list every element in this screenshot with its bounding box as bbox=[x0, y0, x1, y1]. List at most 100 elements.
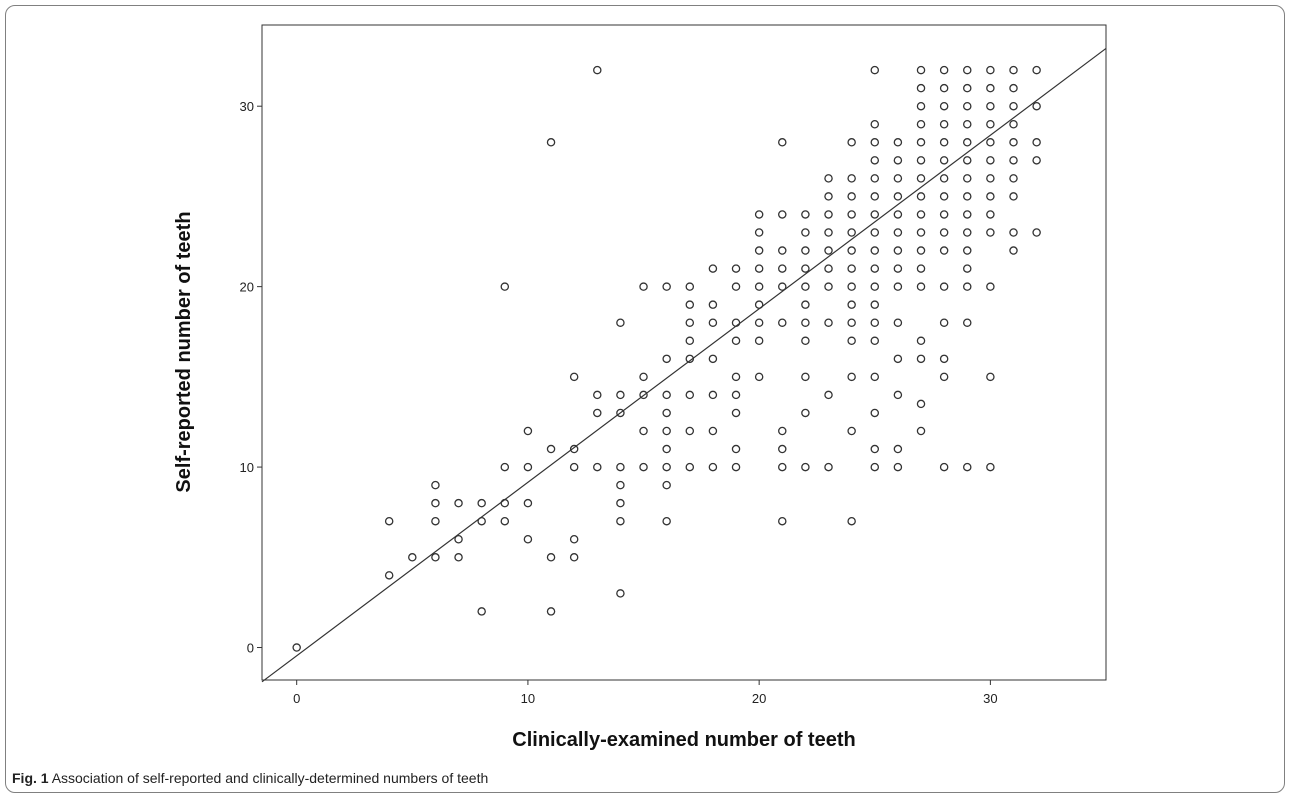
data-point bbox=[708, 354, 718, 364]
data-point bbox=[801, 264, 810, 273]
data-point bbox=[454, 498, 463, 508]
data-point bbox=[801, 462, 810, 472]
data-point bbox=[1032, 138, 1041, 147]
data-point bbox=[731, 390, 741, 400]
data-point bbox=[986, 174, 995, 183]
figure-caption: Fig. 1 Association of self-reported and … bbox=[12, 770, 1272, 786]
x-axis: 0 10 20 30 bbox=[293, 680, 998, 706]
data-point bbox=[731, 462, 741, 472]
data-point bbox=[523, 426, 533, 436]
data-point bbox=[893, 444, 903, 454]
data-point bbox=[477, 607, 486, 616]
data-point bbox=[939, 65, 949, 75]
data-point bbox=[801, 282, 810, 291]
data-point bbox=[754, 246, 764, 255]
data-point bbox=[593, 462, 602, 472]
data-point bbox=[1009, 192, 1018, 201]
data-point bbox=[893, 228, 903, 237]
data-point bbox=[963, 318, 972, 327]
figure-label: Fig. 1 bbox=[12, 770, 49, 786]
data-point bbox=[986, 372, 995, 382]
data-point bbox=[662, 408, 671, 418]
data-point bbox=[870, 119, 880, 129]
data-point bbox=[963, 246, 972, 255]
data-point bbox=[939, 192, 949, 201]
data-point bbox=[916, 119, 926, 129]
data-point bbox=[893, 246, 903, 255]
data-point bbox=[893, 390, 903, 400]
data-point bbox=[939, 210, 949, 219]
data-point bbox=[708, 462, 718, 472]
data-point bbox=[1009, 83, 1018, 93]
data-point bbox=[616, 390, 625, 400]
x-tick-label: 30 bbox=[983, 691, 997, 706]
data-point bbox=[870, 246, 880, 255]
data-point bbox=[616, 516, 625, 526]
data-point bbox=[916, 354, 926, 364]
data-point bbox=[1032, 65, 1041, 75]
data-point bbox=[1009, 65, 1018, 75]
data-point bbox=[500, 516, 510, 526]
data-point bbox=[916, 101, 926, 111]
data-point bbox=[408, 553, 417, 562]
data-point bbox=[708, 300, 718, 309]
data-point bbox=[893, 282, 903, 291]
data-point bbox=[870, 282, 880, 291]
data-point bbox=[847, 300, 856, 309]
data-point bbox=[731, 282, 741, 291]
data-point bbox=[963, 174, 972, 183]
data-point bbox=[847, 210, 856, 219]
data-point bbox=[939, 174, 949, 183]
data-point bbox=[778, 462, 787, 472]
data-point bbox=[870, 462, 880, 472]
data-point bbox=[1009, 138, 1018, 147]
data-point bbox=[593, 65, 602, 75]
data-point bbox=[963, 65, 972, 75]
data-point bbox=[616, 498, 625, 508]
data-point bbox=[963, 462, 972, 472]
data-point bbox=[963, 101, 972, 111]
data-point bbox=[870, 210, 880, 219]
data-point bbox=[847, 426, 856, 436]
data-point bbox=[801, 318, 810, 327]
data-point bbox=[616, 589, 625, 598]
data-point bbox=[569, 462, 579, 472]
data-point bbox=[916, 282, 926, 291]
data-point bbox=[708, 390, 718, 400]
data-point bbox=[963, 228, 972, 237]
data-point bbox=[685, 300, 695, 309]
y-tick-label: 0 bbox=[247, 641, 254, 656]
data-point bbox=[847, 246, 856, 255]
data-point bbox=[939, 354, 949, 364]
data-point bbox=[731, 372, 741, 382]
data-point bbox=[986, 156, 995, 165]
data-point bbox=[662, 462, 671, 472]
data-point bbox=[986, 192, 995, 201]
data-point bbox=[569, 535, 579, 544]
data-point bbox=[847, 192, 856, 201]
data-point bbox=[616, 462, 625, 472]
data-point bbox=[384, 571, 394, 580]
data-point bbox=[870, 174, 880, 183]
data-point bbox=[1009, 156, 1018, 165]
data-point bbox=[986, 228, 995, 237]
data-point bbox=[616, 318, 625, 327]
regression-line bbox=[261, 47, 1107, 683]
data-point bbox=[708, 264, 718, 273]
data-point bbox=[963, 138, 972, 147]
data-point bbox=[939, 156, 949, 165]
data-point bbox=[662, 444, 671, 454]
figure-caption-text: Association of self-reported and clinica… bbox=[51, 770, 489, 786]
data-point bbox=[754, 372, 764, 382]
data-point bbox=[824, 462, 833, 472]
data-point bbox=[939, 228, 949, 237]
data-point bbox=[569, 553, 579, 562]
data-point bbox=[916, 210, 926, 219]
data-point bbox=[778, 318, 787, 327]
data-point bbox=[754, 228, 764, 237]
data-point bbox=[916, 83, 926, 93]
data-points bbox=[292, 65, 1041, 652]
data-point bbox=[893, 138, 903, 147]
data-point bbox=[616, 408, 625, 418]
data-point bbox=[639, 390, 648, 400]
